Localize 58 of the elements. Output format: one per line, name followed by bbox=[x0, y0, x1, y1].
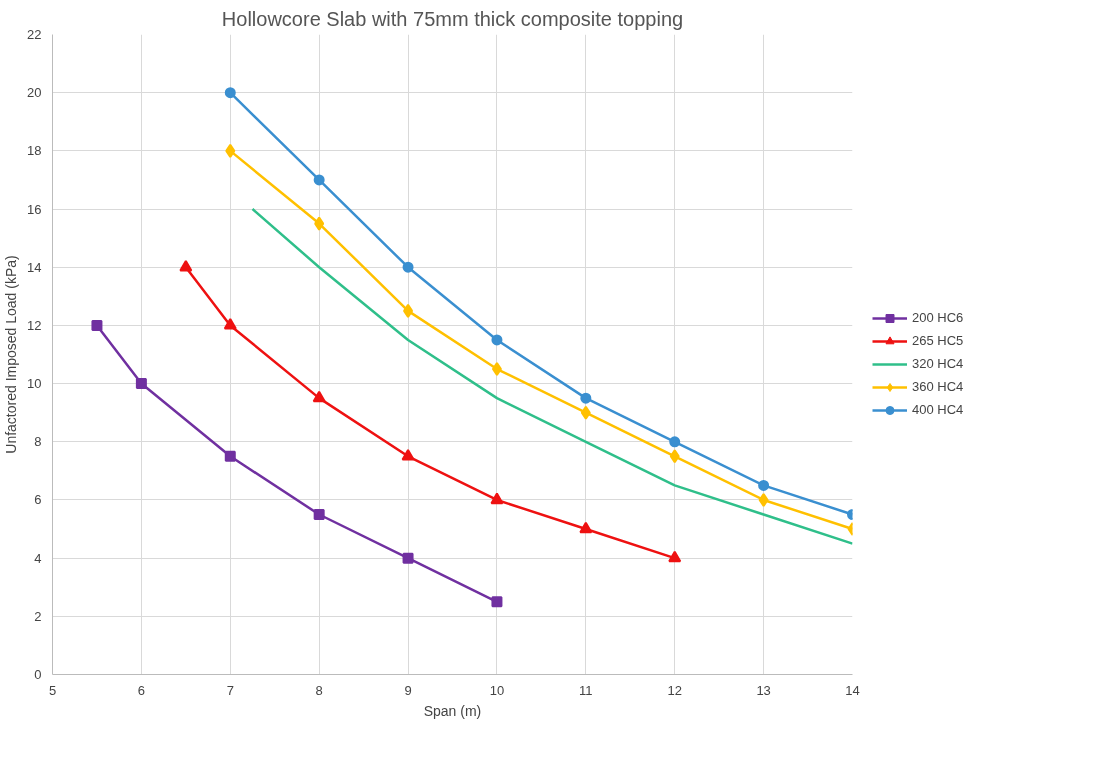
y-tick-label: 8 bbox=[34, 434, 42, 450]
point bbox=[314, 216, 325, 231]
point bbox=[402, 261, 414, 273]
point bbox=[669, 436, 681, 448]
legend-label: 320 HC4 bbox=[912, 356, 964, 371]
y-tick-label: 20 bbox=[27, 85, 42, 101]
y-tick-label: 6 bbox=[34, 492, 42, 508]
point bbox=[224, 450, 236, 462]
point bbox=[491, 334, 503, 346]
y-tick-label: 10 bbox=[27, 376, 42, 392]
point bbox=[758, 479, 770, 491]
point bbox=[225, 143, 236, 158]
x-tick-label: 7 bbox=[226, 682, 234, 698]
x-tick-label: 9 bbox=[404, 682, 412, 698]
y-tick-label: 22 bbox=[27, 27, 42, 42]
y-tick-label: 14 bbox=[27, 259, 42, 275]
point bbox=[669, 449, 680, 464]
x-tick-label: 5 bbox=[48, 682, 57, 698]
point bbox=[91, 319, 103, 331]
point bbox=[179, 259, 193, 272]
legend-label: 400 HC4 bbox=[912, 402, 964, 417]
point bbox=[402, 552, 414, 564]
point bbox=[580, 405, 591, 420]
x-tick-label: 6 bbox=[137, 682, 146, 698]
point bbox=[313, 509, 325, 520]
y-tick-label: 16 bbox=[27, 201, 42, 217]
y-tick-label: 0 bbox=[34, 667, 42, 682]
point bbox=[490, 492, 504, 505]
point bbox=[758, 492, 769, 507]
chart-title: Hollowcore Slab with 75mm thick composite topping bbox=[221, 7, 684, 30]
y-axis-title: Unfactored Imposed Load (kPa) bbox=[3, 255, 20, 454]
y-tick-label: 12 bbox=[27, 317, 42, 333]
point bbox=[668, 550, 682, 563]
legend-label: 200 HC6 bbox=[912, 310, 964, 325]
y-tick-label: 4 bbox=[34, 550, 42, 566]
point bbox=[579, 521, 593, 534]
x-tick-label: 12 bbox=[667, 682, 682, 698]
y-tick-label: 2 bbox=[34, 608, 42, 624]
x-tick-label: 10 bbox=[489, 682, 505, 698]
point bbox=[401, 448, 415, 461]
legend-label: 360 HC4 bbox=[912, 379, 964, 394]
point bbox=[223, 318, 237, 330]
x-axis-title: Span (m) bbox=[423, 702, 482, 719]
point bbox=[491, 596, 503, 608]
point bbox=[135, 378, 147, 390]
point bbox=[224, 87, 236, 99]
line-series bbox=[251, 207, 853, 545]
point bbox=[580, 392, 592, 404]
x-tick-label: 14 bbox=[845, 682, 860, 698]
legend-label: 265 HC5 bbox=[912, 333, 964, 348]
point bbox=[491, 362, 502, 377]
x-tick-label: 8 bbox=[315, 682, 323, 698]
point bbox=[403, 303, 414, 318]
point bbox=[313, 174, 325, 186]
x-tick-label: 11 bbox=[579, 682, 593, 698]
point bbox=[312, 390, 326, 403]
x-tick-label: 13 bbox=[756, 682, 771, 698]
y-tick-label: 18 bbox=[27, 143, 42, 159]
